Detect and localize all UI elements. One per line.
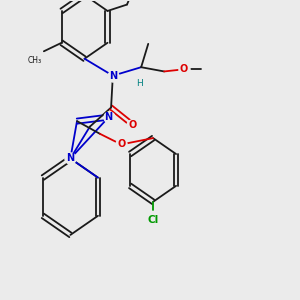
Text: N: N bbox=[109, 71, 117, 81]
Text: H: H bbox=[136, 79, 143, 88]
Text: CH₃: CH₃ bbox=[28, 56, 42, 65]
Text: O: O bbox=[128, 119, 136, 130]
Text: N: N bbox=[66, 154, 74, 164]
Text: Cl: Cl bbox=[148, 214, 159, 224]
Text: O: O bbox=[117, 140, 125, 149]
Text: N: N bbox=[105, 112, 113, 122]
Text: O: O bbox=[179, 64, 188, 74]
